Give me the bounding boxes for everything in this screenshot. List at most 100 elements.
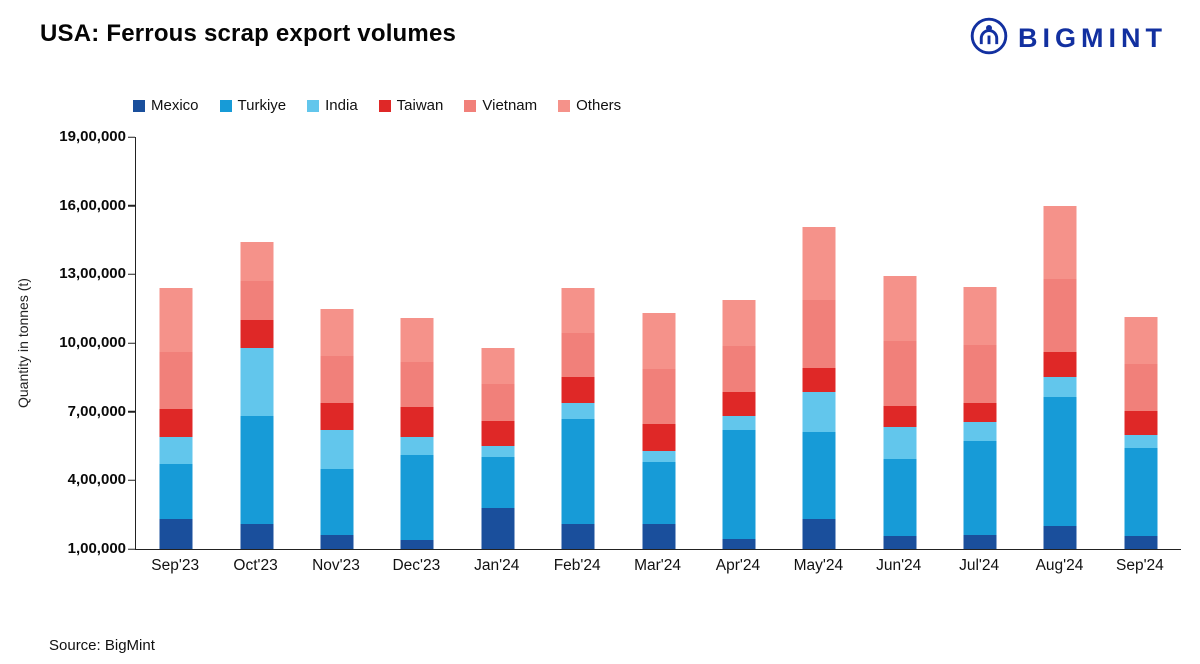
segment-taiwan <box>320 402 354 430</box>
segment-others <box>1124 316 1158 364</box>
segment-vietnam <box>240 281 274 321</box>
x-tick-label: May'24 <box>793 557 844 574</box>
legend: Mexico Turkiye India Taiwan Vietnam Others <box>133 97 621 114</box>
legend-label: India <box>325 97 358 114</box>
segment-india <box>802 392 836 433</box>
segment-taiwan <box>802 368 836 393</box>
segment-vietnam <box>320 355 354 403</box>
bar-jun-24 <box>860 137 940 549</box>
bar-jul-24 <box>940 137 1020 549</box>
legend-item-others: Others <box>558 97 621 114</box>
legend-swatch-turkiye <box>219 99 232 112</box>
segment-others <box>963 286 997 346</box>
y-tick-label: 1,00,000 <box>67 540 126 557</box>
bar-aug-24 <box>1020 137 1100 549</box>
x-tick-label: Aug'24 <box>1035 557 1084 574</box>
segment-turkiye <box>320 468 354 536</box>
legend-label: Turkiye <box>237 97 287 114</box>
segment-mexico <box>802 519 836 549</box>
segment-india <box>1043 377 1077 397</box>
bar-apr-24 <box>699 137 779 549</box>
segment-turkiye <box>481 457 515 508</box>
segment-turkiye <box>883 458 917 537</box>
legend-swatch-others <box>558 99 571 112</box>
legend-item-india: India <box>307 97 358 114</box>
legend-swatch-taiwan <box>378 99 391 112</box>
x-tick-label: Dec'23 <box>392 557 441 574</box>
segment-india <box>481 446 515 458</box>
segment-vietnam <box>400 362 434 408</box>
bar-dec-23 <box>377 137 457 549</box>
segment-turkiye <box>722 429 756 539</box>
y-tick-mark <box>128 136 135 138</box>
segment-taiwan <box>642 424 676 451</box>
bar-sep-24 <box>1101 137 1181 549</box>
segment-india <box>642 450 676 463</box>
segment-mexico <box>481 507 515 549</box>
segment-india <box>240 347 274 417</box>
x-tick-label: Sep'23 <box>151 557 200 574</box>
y-tick-mark <box>128 548 135 550</box>
legend-item-vietnam: Vietnam <box>464 97 537 114</box>
y-tick-mark <box>128 410 135 413</box>
legend-item-turkiye: Turkiye <box>219 97 287 114</box>
y-tick-label: 7,00,000 <box>67 402 126 420</box>
legend-swatch-vietnam <box>464 99 477 112</box>
segment-india <box>320 429 354 469</box>
brand-logo: BIGMINT <box>969 16 1167 61</box>
y-tick-label: 19,00,000 <box>59 128 126 145</box>
segment-vietnam <box>1043 278 1077 353</box>
x-tick-label: Sep'24 <box>1115 557 1164 574</box>
bar-sep-23 <box>136 137 216 549</box>
segment-vietnam <box>159 352 193 410</box>
segment-turkiye <box>963 441 997 536</box>
segment-taiwan <box>883 405 917 427</box>
source-note: Source: BigMint <box>49 637 155 654</box>
segment-taiwan <box>240 320 274 348</box>
bar-feb-24 <box>538 137 618 549</box>
segment-turkiye <box>1124 448 1158 537</box>
y-tick-label: 4,00,000 <box>67 471 126 489</box>
segment-turkiye <box>802 432 836 520</box>
segment-india <box>400 436 434 456</box>
segment-taiwan <box>1043 352 1077 378</box>
segment-mexico <box>642 523 676 549</box>
segment-taiwan <box>481 420 515 446</box>
segment-vietnam <box>481 384 515 421</box>
segment-taiwan <box>561 377 595 403</box>
segment-mexico <box>400 539 434 549</box>
legend-item-taiwan: Taiwan <box>378 97 444 114</box>
segment-taiwan <box>722 392 756 417</box>
legend-label: Vietnam <box>482 97 538 114</box>
legend-item-mexico: Mexico <box>133 97 199 114</box>
segment-turkiye <box>1043 396 1077 527</box>
segment-turkiye <box>159 464 193 520</box>
legend-swatch-mexico <box>133 99 145 112</box>
segment-others <box>802 227 836 300</box>
segment-mexico <box>320 535 354 549</box>
legend-label: Taiwan <box>396 97 444 114</box>
segment-vietnam <box>883 340 917 406</box>
segment-vietnam <box>642 369 676 425</box>
segment-vietnam <box>561 332 595 378</box>
segment-turkiye <box>240 416 274 524</box>
segment-others <box>481 347 515 385</box>
segment-mexico <box>159 519 193 549</box>
segment-taiwan <box>400 407 434 437</box>
segment-turkiye <box>400 455 434 540</box>
segment-mexico <box>1124 536 1158 549</box>
segment-mexico <box>1043 526 1077 549</box>
bar-may-24 <box>779 137 859 549</box>
segment-mexico <box>722 538 756 549</box>
segment-india <box>883 426 917 459</box>
segment-others <box>240 242 274 282</box>
x-tick-label: Oct'23 <box>233 557 278 574</box>
bars-container <box>136 137 1181 549</box>
bar-mar-24 <box>618 137 698 549</box>
x-tick-label: Apr'24 <box>715 557 761 574</box>
segment-vietnam <box>722 346 756 393</box>
segment-others <box>883 275 917 341</box>
segment-india <box>963 421 997 442</box>
segment-others <box>722 299 756 347</box>
segment-vietnam <box>1124 363 1158 411</box>
